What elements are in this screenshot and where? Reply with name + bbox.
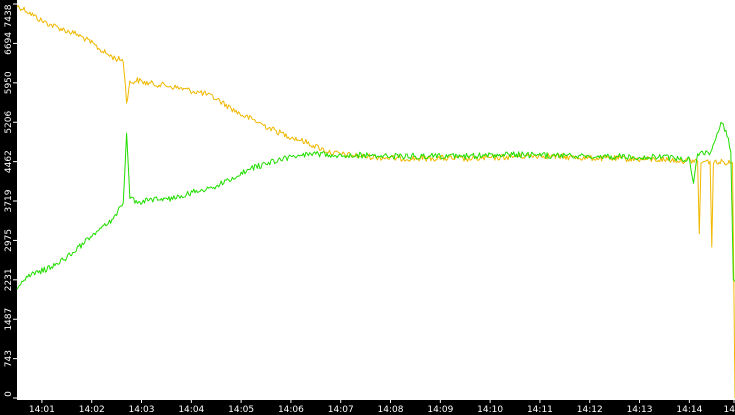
x-tick-label: 14:06	[278, 405, 304, 415]
y-tick-label: 0	[4, 391, 14, 397]
x-tick-label: 14:14	[676, 405, 702, 415]
y-tick-label: 1487	[4, 308, 14, 331]
y-tick-label: 3719	[4, 189, 14, 212]
x-tick-label: 14:08	[378, 405, 404, 415]
y-tick-label: 2231	[4, 268, 14, 291]
x-tick-label: 14:01	[29, 405, 55, 415]
x-tick-label: 14:07	[328, 405, 354, 415]
x-tick-label: 14	[724, 405, 735, 415]
y-axis-bar	[0, 0, 17, 415]
y-tick-label: 7438	[4, 4, 14, 27]
x-tick-label: 14:13	[627, 405, 653, 415]
y-axis-ticks: 0 743 1487 2231 2975 3719 4462 5206 5950 6694 7438	[4, 3, 17, 399]
x-axis-ticks: 14:01 14:02 14:03 14:04 14:05 14:06 14:07 14:08…	[29, 400, 735, 415]
x-tick-label: 14:12	[577, 405, 603, 415]
y-tick-label: 2975	[4, 229, 14, 252]
y-tick-label: 743	[4, 350, 14, 367]
x-tick-label: 14:10	[477, 405, 503, 415]
x-tick-label: 14:02	[79, 405, 105, 415]
series-lines	[16, 4, 735, 399]
y-tick-label: 5206	[4, 111, 14, 134]
y-tick-label: 6694	[4, 32, 14, 55]
x-tick-label: 14:04	[178, 405, 204, 415]
x-tick-label: 14:09	[427, 405, 453, 415]
x-tick-label: 14:11	[527, 405, 553, 415]
series-line-2	[16, 121, 735, 290]
y-tick-label: 4462	[4, 150, 14, 173]
x-axis-bar	[0, 400, 735, 415]
x-tick-label: 14:03	[129, 405, 155, 415]
x-tick-label: 14:05	[228, 405, 254, 415]
y-tick-label: 5950	[4, 71, 14, 94]
